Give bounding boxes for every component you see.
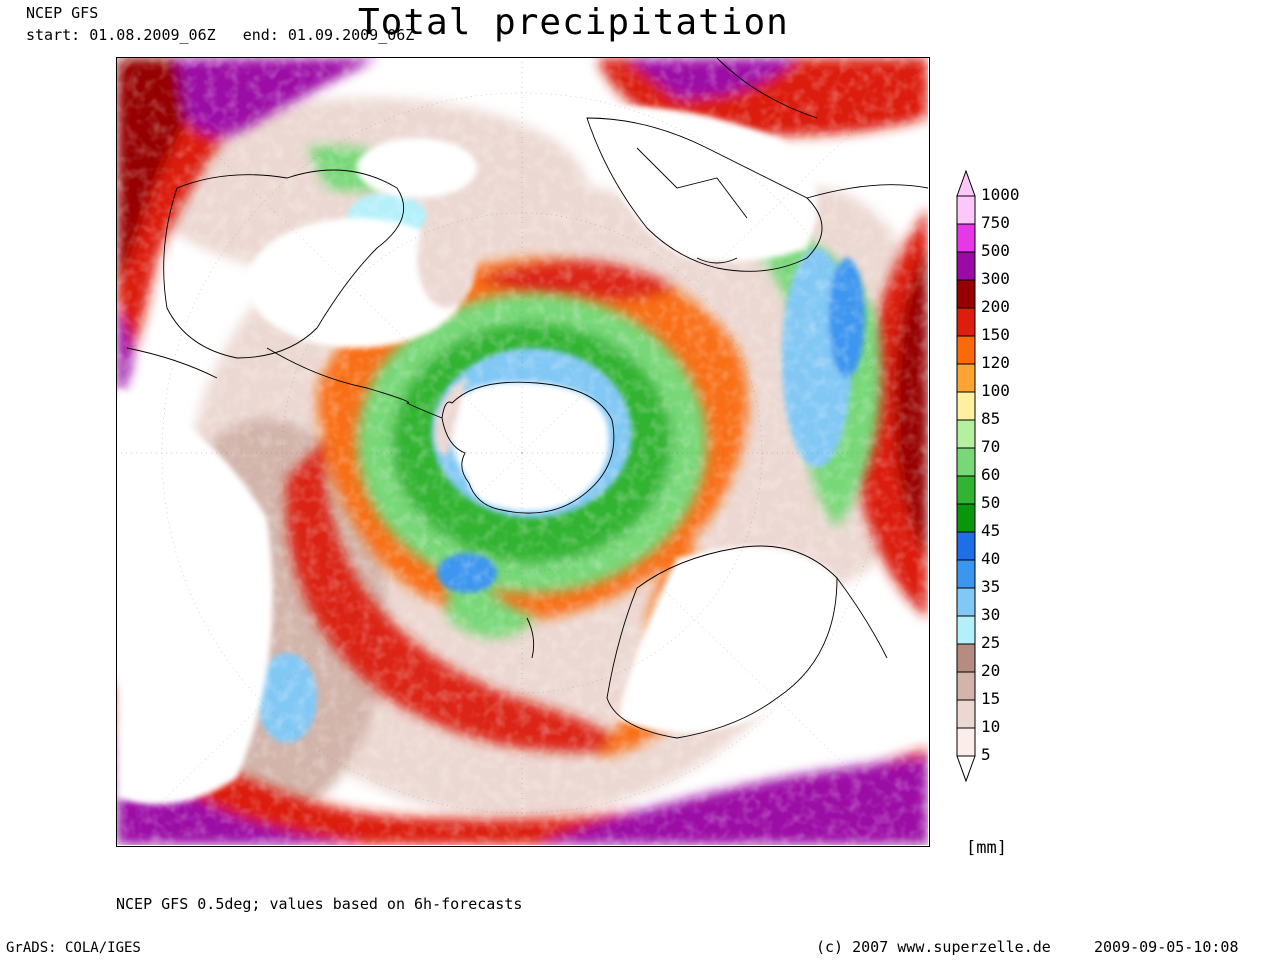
colorbar-swatch xyxy=(956,363,976,393)
colorbar-tick-label: 500 xyxy=(981,241,1010,260)
header-model-label: NCEP GFS xyxy=(26,4,99,22)
colorbar-tick-label: 1000 xyxy=(981,185,1020,204)
colorbar-tick-label: 10 xyxy=(981,717,1001,736)
colorbar-tick-label: 70 xyxy=(981,437,1001,456)
colorbar-tick-label: 35 xyxy=(981,577,1001,596)
colorbar-swatch xyxy=(956,419,976,449)
colorbar-swatch xyxy=(956,503,976,533)
colorbar-tick-label: 150 xyxy=(981,325,1010,344)
colorbar-swatch xyxy=(956,671,976,701)
colorbar-tick-label: 45 xyxy=(981,521,1001,540)
colorbar-swatch xyxy=(956,195,976,225)
colorbar-tick-label: 20 xyxy=(981,661,1001,680)
colorbar-tick-label: 200 xyxy=(981,297,1010,316)
map-title: Total precipitation xyxy=(358,2,789,43)
graticule xyxy=(117,58,928,845)
colorbar-swatch xyxy=(956,307,976,337)
colorbar-tick-label: 40 xyxy=(981,549,1001,568)
colorbar-tick-label: 5 xyxy=(981,745,991,764)
colorbar-bottom-arrow xyxy=(956,755,976,783)
colorbar-swatch xyxy=(956,531,976,561)
precipitation-map xyxy=(116,57,930,847)
colorbar-swatch xyxy=(956,587,976,617)
footer-description: NCEP GFS 0.5deg; values based on 6h-fore… xyxy=(116,895,523,913)
header-period-label: start: 01.08.2009_06Z end: 01.09.2009_06… xyxy=(26,26,415,44)
colorbar-tick-label: 300 xyxy=(981,269,1010,288)
colorbar-swatch xyxy=(956,335,976,365)
precipitation-field xyxy=(117,58,928,845)
coastlines xyxy=(126,58,928,739)
colorbar-swatch xyxy=(956,475,976,505)
colorbar-tick-label: 100 xyxy=(981,381,1010,400)
colorbar-tick-label: 120 xyxy=(981,353,1010,372)
colorbar-swatch xyxy=(956,223,976,253)
colorbar-swatch xyxy=(956,559,976,589)
footer-timestamp: 2009-09-05-10:08 xyxy=(1094,938,1239,956)
footer-software-credit: GrADS: COLA/IGES xyxy=(6,940,141,956)
colorbar-tick-label: 750 xyxy=(981,213,1010,232)
colorbar-swatch xyxy=(956,615,976,645)
colorbar-tick-label: 15 xyxy=(981,689,1001,708)
colorbar-tick-label: 50 xyxy=(981,493,1001,512)
colorbar-swatch xyxy=(956,391,976,421)
colorbar-swatch xyxy=(956,279,976,309)
colorbar-swatch xyxy=(956,447,976,477)
colorbar-tick-label: 30 xyxy=(981,605,1001,624)
colorbar-tick-label: 85 xyxy=(981,409,1001,428)
precipitation-map-canvas xyxy=(117,58,928,845)
colorbar-swatch xyxy=(956,699,976,729)
colorbar-swatch xyxy=(956,643,976,673)
colorbar-swatch xyxy=(956,727,976,757)
colorbar-swatch xyxy=(956,251,976,281)
legend-unit-label: [mm] xyxy=(966,838,1007,858)
colorbar-tick-label: 60 xyxy=(981,465,1001,484)
colorbar-top-arrow xyxy=(956,169,976,197)
footer-copyright: (c) 2007 www.superzelle.de xyxy=(816,938,1051,956)
colorbar-tick-label: 25 xyxy=(981,633,1001,652)
